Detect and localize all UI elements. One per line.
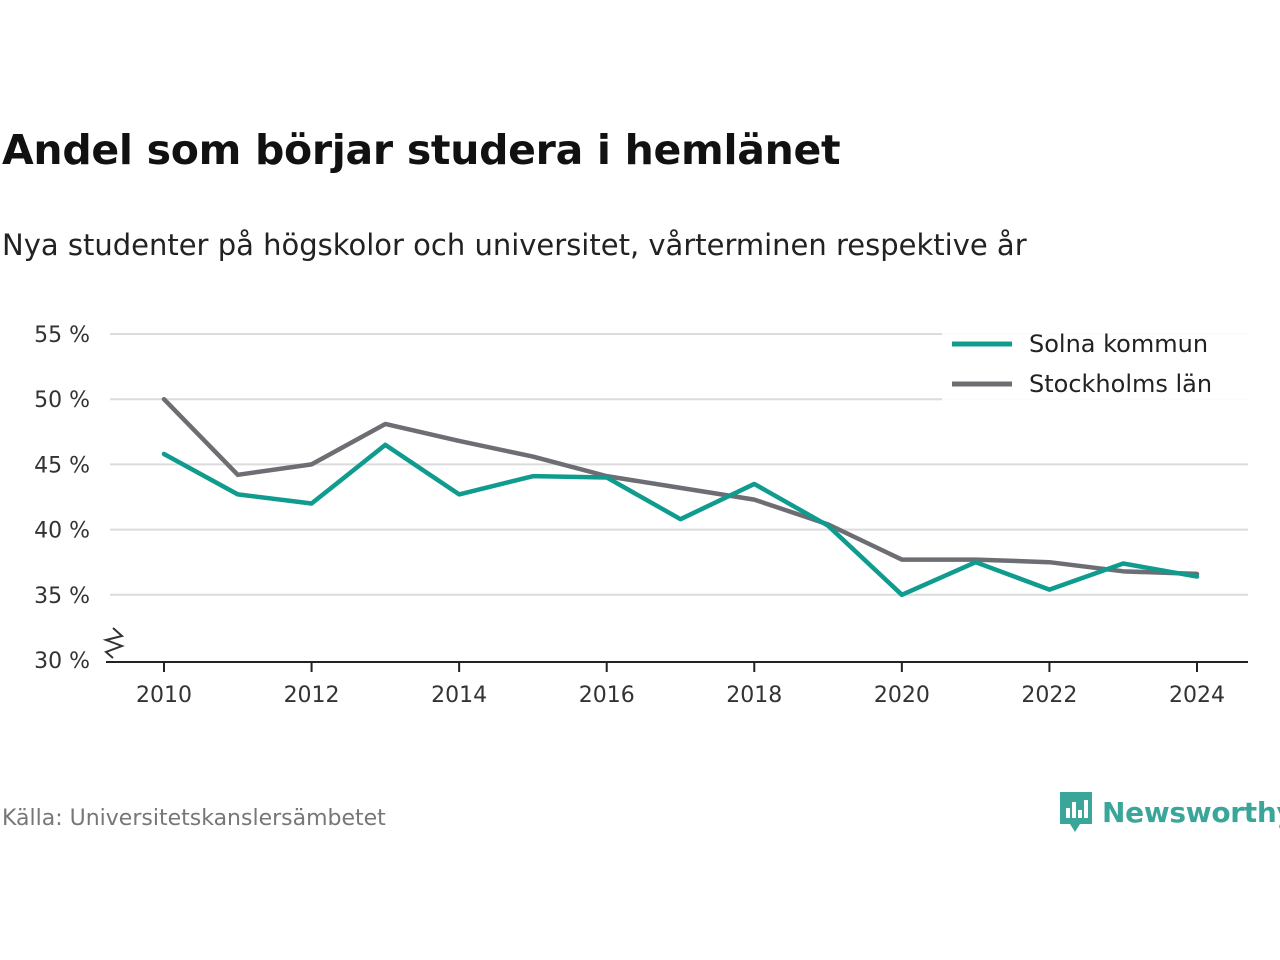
axis-break-icon — [102, 627, 125, 659]
y-axis-labels: 30 % 35 % 40 % 45 % 50 % 55 % — [34, 323, 125, 674]
y-tick-label: 45 % — [34, 453, 90, 478]
x-tick-label: 2022 — [1021, 683, 1077, 708]
line-chart: 30 %35 %40 %45 %50 %55 % 2010 2012 2014 201… — [34, 323, 1248, 708]
x-tick-label: 2014 — [431, 683, 487, 708]
series-line-stockholms-l-n — [161, 396, 1200, 577]
x-tick-label: 2018 — [726, 683, 782, 708]
legend: Solna kommun Stockholms län — [942, 326, 1248, 402]
y-tick-label: 55 % — [34, 323, 90, 348]
x-axis: 2010 2012 2014 2016 2018 2020 2022 2024 — [106, 661, 1248, 708]
source-note: Källa: Universitetskanslersämbetet — [2, 806, 386, 831]
legend-background — [942, 326, 1248, 402]
x-tick-label: 2016 — [579, 683, 635, 708]
brand-logo: Newsworthy — [1058, 790, 1280, 834]
x-tick-label: 2010 — [136, 683, 192, 708]
x-tick-label: 2020 — [874, 683, 930, 708]
chart-subtitle: Nya studenter på högskolor och universit… — [2, 228, 1027, 262]
x-tick-label: 2024 — [1169, 683, 1225, 708]
y-tick-label: 30 % — [34, 649, 90, 674]
x-tick-label: 2012 — [284, 683, 340, 708]
brand-name: Newsworthy — [1102, 795, 1280, 829]
series-lines — [161, 396, 1200, 598]
legend-label: Stockholms län — [1029, 370, 1212, 398]
series-line-solna-kommun — [161, 442, 1200, 598]
y-tick-label: 40 % — [34, 519, 90, 544]
legend-label: Solna kommun — [1029, 330, 1208, 358]
newsworthy-logo-icon — [1060, 792, 1092, 832]
y-tick-label: 35 % — [34, 584, 90, 609]
chart-title: Andel som börjar studera i hemlänet — [2, 126, 841, 174]
y-tick-label: 50 % — [34, 388, 90, 413]
